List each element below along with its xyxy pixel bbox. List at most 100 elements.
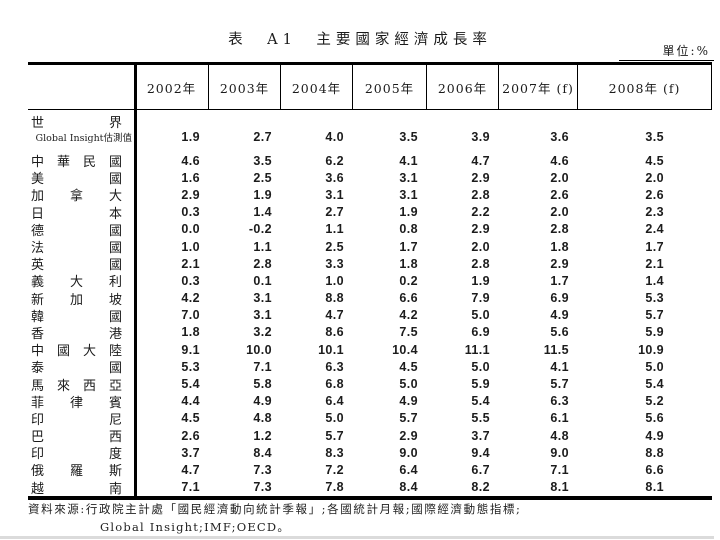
table-row-world-estimate: Global Insight估測值 1.9 2.7 4.0 3.5 3.9 3.… [28, 129, 712, 144]
value-cell: 5.9 [471, 377, 490, 392]
value-cell: 3.7 [471, 428, 490, 443]
value-cell: 4.8 [253, 411, 272, 426]
value-cell: 8.1 [645, 480, 664, 495]
value-cell: 1.4 [253, 205, 272, 220]
value-cell: 4.2 [399, 308, 418, 323]
row-label: 泰國 [31, 361, 122, 377]
value-cell: 0.8 [399, 222, 418, 237]
value-cell: 9.0 [399, 445, 418, 460]
row-sublabel-global-insight: Global Insight估測值 [35, 132, 132, 144]
table-row: 馬來西亞 5.4 5.8 6.8 5.0 5.9 5.7 5.4 [28, 375, 712, 394]
value-cell: 5.3 [181, 359, 200, 374]
value-cell: 5.0 [325, 411, 344, 426]
value-cell: 0.3 [181, 273, 200, 288]
header-year-2003: 2003年 [209, 65, 281, 110]
value-cell: 5.4 [471, 394, 490, 409]
header-empty-cell [28, 65, 135, 110]
table-row: 中國大陸 9.1 10.0 10.1 10.4 11.1 11.5 10.9 [28, 341, 712, 360]
row-label: 加拿大 [31, 189, 122, 205]
unit-label: 單位:% [618, 42, 714, 61]
value-cell: 4.9 [253, 394, 272, 409]
value-cell: 2.9 [399, 428, 418, 443]
value-cell: 5.6 [550, 325, 569, 340]
value-cell: 8.8 [325, 291, 344, 306]
value-cell: 1.6 [181, 170, 200, 185]
value-cell: 8.3 [325, 445, 344, 460]
value-cell: 4.2 [181, 291, 200, 306]
value-cell: 2.4 [645, 222, 664, 237]
value-cell: 2.9 [550, 256, 569, 271]
row-label: 巴西 [31, 430, 122, 446]
value-cell: 2.0 [645, 170, 664, 185]
value-cell: 1.9 [471, 273, 490, 288]
table-row: 日本 0.3 1.4 2.7 1.9 2.2 2.0 2.3 [28, 204, 712, 222]
value-cell: 6.8 [325, 377, 344, 392]
value-cell: 4.7 [325, 308, 344, 323]
value-cell: 5.9 [645, 325, 664, 340]
value-cell: 10.9 [638, 342, 664, 357]
value-cell: 8.1 [550, 480, 569, 495]
value-cell: 7.3 [253, 480, 272, 495]
value-cell: 0.1 [253, 273, 272, 288]
value-cell: 2.6 [550, 187, 569, 202]
source-note-line2: Global Insight;IMF;OECD。 [100, 520, 291, 534]
value-cell: 7.1 [253, 359, 272, 374]
row-label: 法國 [31, 241, 122, 257]
header-year-2008f: 2008年 (f) [578, 65, 712, 110]
table-row: 加拿大 2.9 1.9 3.1 3.1 2.8 2.6 2.6 [28, 186, 712, 205]
value-cell: 0.0 [181, 222, 200, 237]
table-row: 美國 1.6 2.5 3.6 3.1 2.9 2.0 2.0 [28, 169, 712, 188]
value-cell: 2.6 [181, 428, 200, 443]
value-cell: 1.0 [325, 273, 344, 288]
value-cell: 4.0 [325, 129, 344, 144]
header-year-2005: 2005年 [353, 65, 427, 110]
value-cell: 8.4 [399, 480, 418, 495]
row-label: 英國 [31, 258, 122, 274]
value-cell: 2.9 [181, 187, 200, 202]
value-cell: 2.7 [253, 129, 272, 144]
value-cell: 2.3 [645, 205, 664, 220]
value-cell: 7.1 [181, 480, 200, 495]
row-label: 德國 [31, 223, 122, 239]
table-row: 香港 1.8 3.2 8.6 7.5 6.9 5.6 5.9 [28, 324, 712, 342]
value-cell: 3.1 [399, 170, 418, 185]
value-cell: 3.1 [253, 291, 272, 306]
value-cell: 2.0 [550, 170, 569, 185]
value-cell: 6.3 [550, 394, 569, 409]
value-cell: 3.2 [253, 325, 272, 340]
value-cell: 3.1 [399, 187, 418, 202]
page-title: 表 A1 主要國家經濟成長率 [228, 32, 492, 48]
value-cell: 3.5 [253, 153, 272, 168]
value-cell: 5.0 [399, 377, 418, 392]
value-cell: 1.1 [253, 239, 272, 254]
value-cell: 4.5 [181, 411, 200, 426]
value-cell: 7.2 [325, 462, 344, 477]
value-cell: 1.9 [399, 205, 418, 220]
table-row: 巴西 2.6 1.2 5.7 2.9 3.7 4.8 4.9 [28, 427, 712, 446]
value-cell: 4.9 [399, 394, 418, 409]
row-label: 菲律賓 [31, 395, 122, 411]
value-cell: 3.6 [325, 170, 344, 185]
table-row: 英國 2.1 2.8 3.3 1.8 2.8 2.9 2.1 [28, 255, 712, 274]
label-column-divider [134, 65, 137, 496]
value-cell: 3.3 [325, 256, 344, 271]
table-row: 韓國 7.0 3.1 4.7 4.2 5.0 4.9 5.7 [28, 307, 712, 325]
value-cell: 2.5 [325, 239, 344, 254]
row-label: 馬來西亞 [31, 378, 122, 394]
value-cell: 10.1 [318, 342, 344, 357]
value-cell: 5.4 [181, 377, 200, 392]
economic-growth-table: 2002年 2003年 2004年 2005年 2006年 2007年 (f) … [28, 62, 712, 500]
value-cell: 4.4 [181, 394, 200, 409]
row-label: 越南 [31, 481, 122, 497]
table-header-row: 2002年 2003年 2004年 2005年 2006年 2007年 (f) … [28, 65, 712, 110]
value-cell: 10.0 [246, 342, 272, 357]
header-year-2004: 2004年 [281, 65, 353, 110]
scan-edge-artifact [0, 536, 714, 539]
value-cell: 6.7 [471, 462, 490, 477]
value-cell: 8.6 [325, 325, 344, 340]
value-cell: 2.7 [325, 205, 344, 220]
value-cell: 0.2 [399, 273, 418, 288]
value-cell: 9.1 [181, 342, 200, 357]
value-cell: 6.6 [645, 462, 664, 477]
